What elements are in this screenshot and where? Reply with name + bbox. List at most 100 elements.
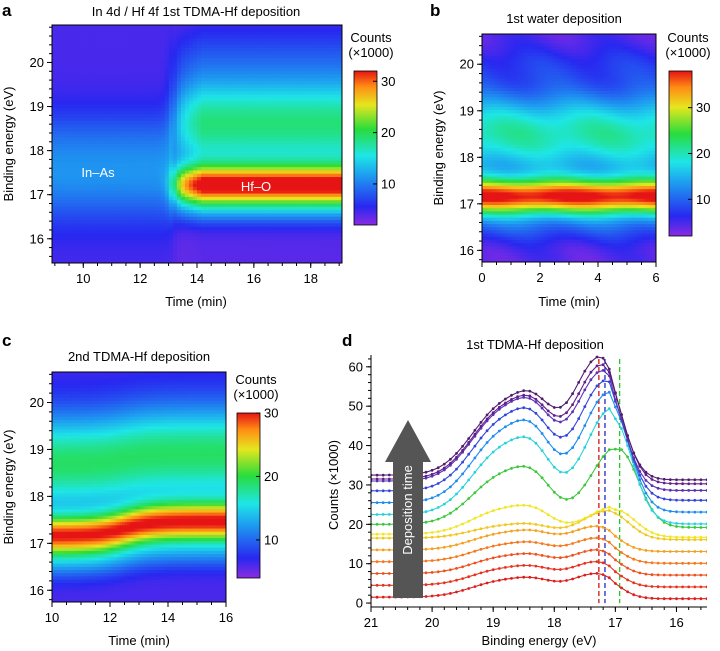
heatmap-cell [92, 120, 97, 125]
heatmap-cell [209, 114, 214, 119]
heatmap-cell [188, 233, 194, 238]
heatmap-cell [124, 127, 130, 132]
heatmap-cell [184, 137, 190, 142]
heatmap-cell [136, 203, 142, 208]
heatmap-cell [160, 130, 166, 135]
heatmap-cell [76, 193, 81, 198]
heatmap-cell [229, 120, 234, 125]
heatmap-cell [124, 163, 130, 168]
heatmap-cell [217, 28, 222, 33]
heatmap-cell [229, 74, 234, 79]
heatmap-cell [124, 216, 130, 221]
heatmap-cell [84, 203, 89, 208]
heatmap-cell [249, 190, 254, 195]
heatmap-cell [84, 170, 89, 175]
heatmap-cell [56, 200, 61, 205]
heatmap-cell [201, 44, 206, 49]
heatmap-cell [309, 114, 315, 119]
heatmap-cell [265, 134, 271, 138]
heatmap-cell [168, 216, 174, 221]
heatmap-cell [172, 77, 178, 82]
heatmap-cell [72, 196, 77, 201]
heatmap-cell [265, 87, 271, 92]
heatmap-cell [297, 38, 303, 43]
heatmap-cell [56, 170, 61, 175]
heatmap-cell [257, 114, 263, 119]
heatmap-cell [64, 180, 69, 185]
heatmap-cell [245, 94, 250, 99]
heatmap-cell [289, 97, 295, 102]
heatmap-cell [253, 124, 259, 129]
heatmap-cell [136, 77, 142, 82]
heatmap-cell [184, 210, 190, 215]
heatmap-cell [52, 117, 57, 122]
heatmap-cell [297, 137, 303, 142]
heatmap-cell [261, 117, 267, 122]
heatmap-cell [249, 173, 254, 178]
heatmap-cell [152, 213, 158, 218]
heatmap-cell [132, 101, 138, 105]
heatmap-cell [124, 210, 130, 215]
heatmap-cell [148, 44, 154, 49]
heatmap-cell [213, 190, 218, 195]
heatmap-cell [241, 91, 246, 96]
heatmap-cell [229, 81, 234, 86]
heatmap-cell [297, 101, 303, 105]
heatmap-cell [257, 71, 263, 76]
heatmap-cell [56, 220, 61, 224]
heatmap-cell [293, 101, 299, 105]
heatmap-cell [261, 193, 267, 198]
heatmap-cell [241, 124, 246, 129]
heatmap-cell [237, 233, 242, 238]
heatmap-cell [144, 190, 150, 195]
heatmap-cell [164, 54, 170, 59]
heatmap-cell [136, 210, 142, 215]
heatmap-cell [205, 81, 210, 86]
heatmap-cell [88, 41, 93, 46]
heatmap-cell [305, 107, 311, 112]
heatmap-cell [144, 253, 150, 257]
heatmap-cell [237, 54, 242, 59]
heatmap-cell [209, 137, 214, 142]
heatmap-cell [96, 157, 101, 162]
heatmap-cell [293, 239, 299, 244]
heatmap-cell [180, 186, 186, 191]
heatmap-cell [297, 213, 303, 218]
heatmap-cell [265, 243, 271, 248]
heatmap-cell [309, 206, 315, 211]
heatmap-cell [297, 120, 303, 125]
heatmap-cell [192, 101, 198, 105]
heatmap-cell [217, 74, 222, 79]
heatmap-cell [120, 157, 126, 162]
heatmap-cell [180, 239, 186, 244]
heatmap-cell [140, 81, 146, 86]
heatmap-cell [108, 243, 114, 248]
heatmap-cell [124, 157, 130, 162]
heatmap-cell [241, 74, 246, 79]
heatmap-cell [112, 140, 118, 145]
heatmap-cell [116, 61, 122, 66]
heatmap-cell [192, 114, 198, 119]
heatmap-cell [68, 97, 73, 102]
heatmap-cell [156, 216, 162, 221]
heatmap-cell [269, 101, 275, 105]
heatmap-cell [253, 150, 259, 155]
heatmap-cell [188, 48, 194, 53]
heatmap-cell [52, 147, 57, 152]
heatmap-cell [225, 216, 230, 221]
heatmap-cell [68, 31, 73, 36]
heatmap-cell [253, 74, 259, 79]
heatmap-cell [60, 223, 65, 228]
heatmap-cell [92, 74, 97, 79]
heatmap-cell [249, 134, 254, 138]
heatmap-cell [116, 71, 122, 76]
heatmap-cell [233, 124, 238, 129]
heatmap-cell [128, 107, 134, 112]
heatmap-cell [237, 117, 242, 122]
heatmap-cell [261, 34, 267, 39]
heatmap-cell [96, 190, 101, 195]
heatmap-cell [313, 58, 319, 62]
heatmap-cell [160, 41, 166, 46]
heatmap-cell [136, 190, 142, 195]
heatmap-cell [160, 170, 166, 175]
